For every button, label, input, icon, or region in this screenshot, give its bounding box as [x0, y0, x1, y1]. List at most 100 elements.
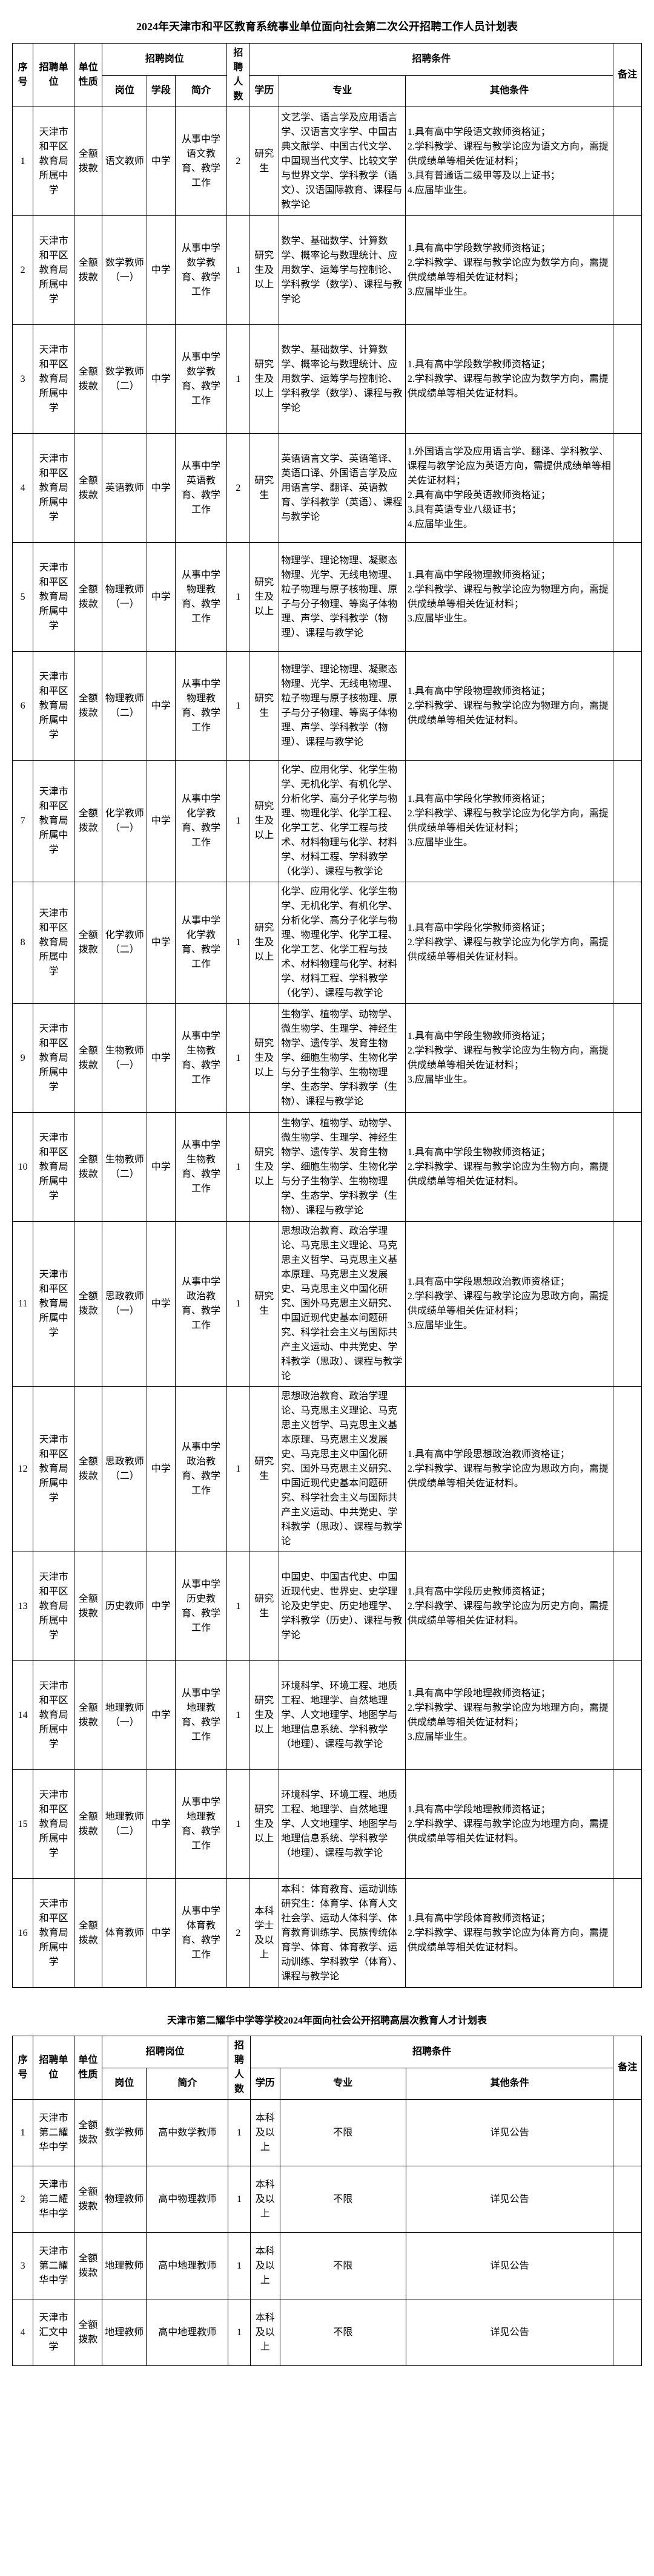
table-row: 1天津市和平区教育局所属中学全额拨款语文教师中学从事中学语文教育、教学工作2研究… [13, 107, 642, 216]
cell-nature: 全额拨款 [74, 1387, 102, 1552]
cell-num: 2 [227, 107, 249, 216]
cell-other: 1.具有高中学段生物教师资格证； 2.学科教学、课程与教学论应为生物方向，需提供… [405, 1113, 613, 1222]
cell-other: 1.具有高中学段思想政治教师资格证； 2.学科教学、课程与教学论应为思政方向，需… [405, 1222, 613, 1387]
cell-nature: 全额拨款 [74, 107, 102, 216]
cell-seq: 1 [13, 2100, 33, 2166]
th2-post: 岗位 [102, 2068, 147, 2100]
th2-cond-group: 招聘条件 [250, 2036, 613, 2068]
cell-edu: 研究生 [249, 107, 279, 216]
th-nature: 单位性质 [74, 44, 102, 107]
cell-edu: 研究生 [249, 1387, 279, 1552]
th-post-group: 招聘岗位 [102, 44, 227, 76]
th2-other: 其他条件 [406, 2068, 613, 2100]
cell-intro: 高中地理教师 [147, 2299, 228, 2366]
cell-edu: 研究生 [249, 1222, 279, 1387]
cell-level: 中学 [147, 1387, 176, 1552]
cell-major: 中国史、中国古代史、中国近现代史、世界史、史学理论及史学史、历史地理学、学科教学… [279, 1552, 406, 1661]
cell-level: 中学 [147, 434, 176, 543]
table-row: 7天津市和平区教育局所属中学全额拨款化学教师（一）中学从事中学化学教育、教学工作… [13, 761, 642, 882]
th2-major: 专业 [280, 2068, 406, 2100]
cell-post: 历史教师 [102, 1552, 147, 1661]
cell-major: 环境科学、环境工程、地质工程、地理学、自然地理学、人文地理学、地图学与地理信息系… [279, 1661, 406, 1770]
table-row: 6天津市和平区教育局所属中学全额拨款物理教师（二）中学从事中学物理教育、教学工作… [13, 652, 642, 761]
cell-post: 英语教师 [102, 434, 147, 543]
cell-major: 化学、应用化学、化学生物学、无机化学、有机化学、分析化学、高分子化学与物理、物理… [279, 761, 406, 882]
th-seq: 序号 [13, 44, 33, 107]
cell-other: 1.具有高中学段地理教师资格证； 2.学科教学、课程与教学论应为地理方向，需提供… [405, 1770, 613, 1879]
cell-intro: 从事中学政治教育、教学工作 [175, 1222, 227, 1387]
cell-unit: 天津市和平区教育局所属中学 [33, 216, 74, 325]
cell-level: 中学 [147, 216, 176, 325]
cell-level: 中学 [147, 1004, 176, 1113]
cell-nature: 全额拨款 [74, 1552, 102, 1661]
cell-major: 文艺学、语言学及应用语言学、汉语言文字学、中国古典文献学、中国古代文学、中国现当… [279, 107, 406, 216]
cell-other: 1.具有高中学段数学教师资格证； 2.学科教学、课程与教学论应为数学方向，需提供… [405, 325, 613, 434]
cell-edu: 本科及以上 [250, 2233, 280, 2299]
cell-nature: 全额拨款 [74, 2100, 102, 2166]
cell-seq: 9 [13, 1004, 33, 1113]
cell-post: 地理教师 [102, 2299, 147, 2366]
cell-remark [613, 652, 642, 761]
cell-intro: 从事中学地理教育、教学工作 [175, 1661, 227, 1770]
cell-seq: 11 [13, 1222, 33, 1387]
cell-other: 详见公告 [406, 2233, 613, 2299]
cell-intro: 高中数学教师 [147, 2100, 228, 2166]
cell-remark [613, 434, 642, 543]
table-row: 13天津市和平区教育局所属中学全额拨款历史教师中学从事中学历史教育、教学工作1研… [13, 1552, 642, 1661]
table-row: 8天津市和平区教育局所属中学全额拨款化学教师（二）中学从事中学化学教育、教学工作… [13, 882, 642, 1004]
cell-intro: 从事中学政治教育、教学工作 [175, 1387, 227, 1552]
cell-intro: 从事中学化学教育、教学工作 [175, 761, 227, 882]
cell-nature: 全额拨款 [74, 882, 102, 1004]
cell-intro: 从事中学体育教育、教学工作 [175, 1879, 227, 1988]
cell-intro: 高中地理教师 [147, 2233, 228, 2299]
cell-major: 不限 [280, 2166, 406, 2233]
cell-other: 1.具有高中学段物理教师资格证； 2.学科教学、课程与教学论应为物理方向，需提供… [405, 652, 613, 761]
table-row: 1天津市第二耀华中学全额拨款数学教师高中数学教师1本科及以上不限详见公告 [13, 2100, 642, 2166]
cell-seq: 2 [13, 216, 33, 325]
cell-num: 1 [227, 882, 249, 1004]
cell-unit: 天津市和平区教育局所属中学 [33, 1552, 74, 1661]
cell-other: 1.具有高中学段历史教师资格证； 2.学科教学、课程与教学论应为历史方向，需提供… [405, 1552, 613, 1661]
cell-unit: 天津市第二耀华中学 [33, 2233, 74, 2299]
cell-remark [613, 1113, 642, 1222]
cell-major: 数学、基础数学、计算数学、概率论与数理统计、应用数学、运筹学与控制论、学科教学（… [279, 325, 406, 434]
cell-intro: 从事中学物理教育、教学工作 [175, 543, 227, 652]
cell-num: 1 [227, 1004, 249, 1113]
cell-intro: 从事中学生物教育、教学工作 [175, 1004, 227, 1113]
cell-post: 地理教师 [102, 2233, 147, 2299]
cell-level: 中学 [147, 107, 176, 216]
cell-other: 1.具有高中学段化学教师资格证； 2.学科教学、课程与教学论应为化学方向，需提供… [405, 882, 613, 1004]
cell-edu: 本科及以上 [250, 2166, 280, 2233]
table-row: 2天津市第二耀华中学全额拨款物理教师高中物理教师1本科及以上不限详见公告 [13, 2166, 642, 2233]
cell-unit: 天津市和平区教育局所属中学 [33, 761, 74, 882]
th2-remark: 备注 [613, 2036, 642, 2100]
cell-major: 思想政治教育、政治学理论、马克思主义理论、马克思主义哲学、马克思主义基本原理、马… [279, 1222, 406, 1387]
cell-level: 中学 [147, 325, 176, 434]
table1-body: 1天津市和平区教育局所属中学全额拨款语文教师中学从事中学语文教育、教学工作2研究… [13, 107, 642, 1988]
table-row: 2天津市和平区教育局所属中学全额拨款数学教师（一）中学从事中学数学教育、教学工作… [13, 216, 642, 325]
cell-other: 1.具有高中学段物理教师资格证； 2.学科教学、课程与教学论应为物理方向，需提供… [405, 543, 613, 652]
cell-major: 不限 [280, 2233, 406, 2299]
cell-intro: 从事中学物理教育、教学工作 [175, 652, 227, 761]
cell-num: 1 [227, 1222, 249, 1387]
cell-remark [613, 2299, 642, 2366]
cell-unit: 天津市和平区教育局所属中学 [33, 1661, 74, 1770]
table-row: 10天津市和平区教育局所属中学全额拨款生物教师（二）中学从事中学生物教育、教学工… [13, 1113, 642, 1222]
cell-intro: 从事中学语文教育、教学工作 [175, 107, 227, 216]
th-remark: 备注 [613, 44, 642, 107]
cell-nature: 全额拨款 [74, 1004, 102, 1113]
th2-nature: 单位性质 [74, 2036, 102, 2100]
cell-unit: 天津市和平区教育局所属中学 [33, 882, 74, 1004]
table-row: 4天津市汇文中学全额拨款地理教师高中地理教师1本科及以上不限详见公告 [13, 2299, 642, 2366]
table-row: 5天津市和平区教育局所属中学全额拨款物理教师（一）中学从事中学物理教育、教学工作… [13, 543, 642, 652]
table-row: 12天津市和平区教育局所属中学全额拨款思政教师（二）中学从事中学政治教育、教学工… [13, 1387, 642, 1552]
cell-level: 中学 [147, 543, 176, 652]
cell-other: 1.具有高中学段数学教师资格证； 2.学科教学、课程与教学论应为数学方向，需提供… [405, 216, 613, 325]
table-row: 14天津市和平区教育局所属中学全额拨款地理教师（一）中学从事中学地理教育、教学工… [13, 1661, 642, 1770]
cell-unit: 天津市和平区教育局所属中学 [33, 1879, 74, 1988]
cell-nature: 全额拨款 [74, 1879, 102, 1988]
cell-num: 1 [227, 216, 249, 325]
cell-nature: 全额拨款 [74, 1770, 102, 1879]
cell-nature: 全额拨款 [74, 761, 102, 882]
cell-post: 化学教师（一） [102, 761, 147, 882]
